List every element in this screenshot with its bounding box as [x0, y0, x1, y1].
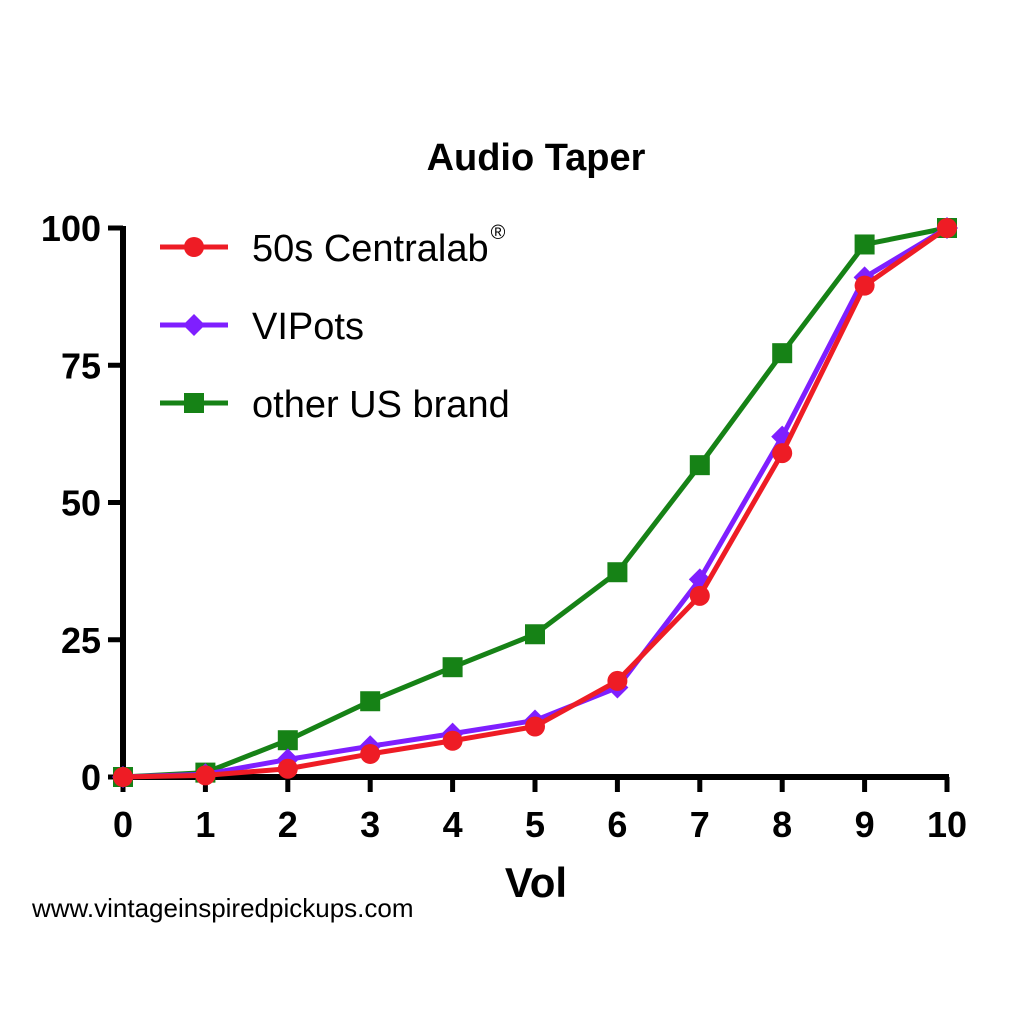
legend-item: 50s Centralab ®: [160, 222, 506, 270]
data-point: [689, 585, 710, 606]
legend-item: VIPots: [160, 306, 364, 348]
y-tick-label: 50: [61, 483, 101, 524]
series-1: [112, 217, 958, 788]
legend-label: 50s Centralab: [252, 228, 489, 270]
legend: 50s Centralab ® VIPots other US brand: [160, 222, 510, 426]
data-point: [772, 443, 793, 464]
chart-title: Audio Taper: [427, 137, 646, 179]
data-point: [442, 657, 463, 678]
data-point: [607, 670, 628, 691]
data-point: [607, 562, 628, 583]
y-tick-label: 0: [81, 757, 101, 798]
legend-marker: [184, 237, 204, 257]
series-0: [113, 218, 957, 787]
data-point: [360, 743, 381, 764]
x-tick-label: 9: [855, 804, 875, 845]
x-tick-label: 3: [360, 804, 380, 845]
x-tick-label: 7: [690, 804, 710, 845]
data-point: [442, 730, 463, 751]
series-line: [120, 225, 950, 780]
x-tick-label: 1: [195, 804, 215, 845]
data-point: [689, 455, 710, 476]
series-line: [120, 225, 950, 780]
x-axis-label: Vol: [505, 859, 567, 906]
legend-label: VIPots: [252, 306, 364, 348]
x-tick-label: 10: [927, 804, 967, 845]
data-point: [525, 624, 545, 645]
series-line: [120, 225, 950, 780]
series-layer: [112, 217, 958, 788]
data-point: [113, 767, 133, 787]
x-tick-label: 0: [113, 804, 133, 845]
y-tick-label: 25: [61, 620, 101, 661]
data-point: [525, 716, 545, 737]
y-tick-label: 75: [61, 345, 101, 386]
data-point: [277, 758, 298, 779]
legend-item: other US brand: [160, 384, 510, 426]
legend-registered-mark: ®: [491, 222, 506, 244]
data-point: [854, 234, 875, 255]
y-tick-label: 100: [41, 208, 101, 249]
data-point: [195, 765, 216, 786]
data-point: [277, 730, 298, 751]
x-tick-label: 2: [278, 804, 298, 845]
series-2: [113, 218, 957, 787]
data-point: [854, 275, 875, 296]
x-tick-label: 5: [525, 804, 545, 845]
legend-marker: [184, 393, 204, 413]
x-tick-label: 8: [772, 804, 792, 845]
footer-url: www.vintageinspiredpickups.com: [31, 893, 414, 923]
data-point: [360, 691, 381, 712]
legend-label: other US brand: [252, 384, 510, 426]
legend-marker: [183, 314, 205, 336]
data-point: [772, 343, 793, 364]
x-tick-label: 4: [443, 804, 463, 845]
x-tick-label: 6: [607, 804, 627, 845]
data-point: [937, 218, 957, 238]
